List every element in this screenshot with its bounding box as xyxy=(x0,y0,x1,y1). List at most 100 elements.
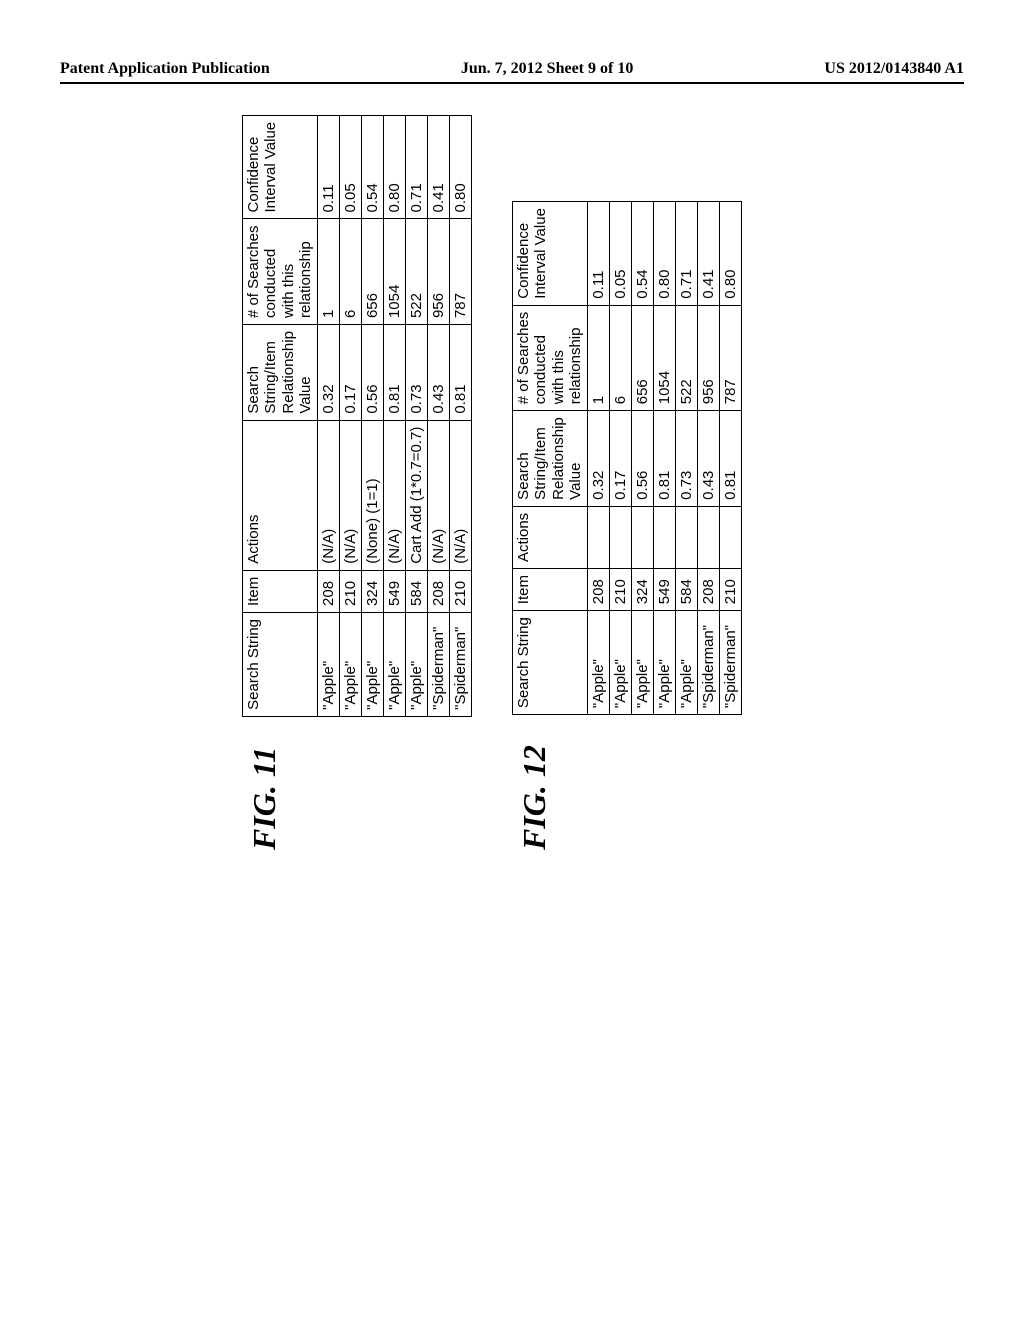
table-cell: 0.80 xyxy=(450,115,472,219)
column-header: Confidence Interval Value xyxy=(513,202,588,306)
table-cell: "Apple" xyxy=(384,612,406,716)
column-header: Search String/Item Relationship Value xyxy=(243,325,318,421)
table-cell: 0.41 xyxy=(698,202,720,306)
table-cell: 656 xyxy=(632,305,654,411)
table-cell: "Apple" xyxy=(318,612,340,716)
table-cell: 0.05 xyxy=(340,115,362,219)
table-row: "Apple"2100.1760.05 xyxy=(610,202,632,715)
table-cell: 0.81 xyxy=(384,325,406,421)
table-row: "Spiderman"2100.817870.80 xyxy=(720,202,742,715)
column-header: Actions xyxy=(513,506,588,568)
table-cell xyxy=(698,506,720,568)
data-table: Search StringItemActionsSearch String/It… xyxy=(512,201,742,715)
table-cell: 956 xyxy=(698,305,720,411)
table-cell xyxy=(720,506,742,568)
table-row: "Apple"324(None) (1=1)0.566560.54 xyxy=(362,115,384,716)
table-cell: 0.54 xyxy=(362,115,384,219)
figure-block: FIG. 12 Search StringItemActionsSearch St… xyxy=(512,0,742,850)
column-header: Search String/Item Relationship Value xyxy=(513,411,588,507)
table-cell: 0.71 xyxy=(676,202,698,306)
header-left: Patent Application Publication xyxy=(60,60,270,78)
table-cell: 787 xyxy=(450,219,472,325)
table-cell: 1 xyxy=(588,305,610,411)
table-cell: 210 xyxy=(450,570,472,612)
table-cell: 0.80 xyxy=(654,202,676,306)
table-cell: "Spiderman" xyxy=(450,612,472,716)
table-cell: "Apple" xyxy=(632,611,654,715)
table-cell: 0.11 xyxy=(318,115,340,219)
table-cell: 0.17 xyxy=(610,411,632,507)
table-cell: 0.81 xyxy=(720,411,742,507)
table-cell: "Apple" xyxy=(676,611,698,715)
column-header: Item xyxy=(243,570,318,612)
table-cell: 787 xyxy=(720,305,742,411)
table-row: "Apple"5840.735220.71 xyxy=(676,202,698,715)
figure-block: FIG. 11Search StringItemActionsSearch St… xyxy=(242,0,472,850)
table-cell: "Apple" xyxy=(654,611,676,715)
column-header: Confidence Interval Value xyxy=(243,115,318,219)
table-cell: 324 xyxy=(632,569,654,611)
table-row: "Spiderman"210(N/A)0.817870.80 xyxy=(450,115,472,716)
table-cell: 0.32 xyxy=(318,325,340,421)
table-cell: (N/A) xyxy=(318,420,340,570)
table-cell: 0.41 xyxy=(428,115,450,219)
table-row: "Apple"208(N/A)0.3210.11 xyxy=(318,115,340,716)
table-cell: 0.56 xyxy=(362,325,384,421)
table-cell: 0.17 xyxy=(340,325,362,421)
table-cell: (N/A) xyxy=(428,420,450,570)
table-cell: 0.56 xyxy=(632,411,654,507)
table-row: "Spiderman"208(N/A)0.439560.41 xyxy=(428,115,450,716)
table-cell: 208 xyxy=(428,570,450,612)
table-row: "Spiderman"208 0.439560.41 xyxy=(698,202,720,715)
table-cell: 0.80 xyxy=(384,115,406,219)
figure-label: FIG. 11 xyxy=(242,747,283,850)
table-cell: "Apple" xyxy=(362,612,384,716)
table-cell xyxy=(676,506,698,568)
table-cell: 0.32 xyxy=(588,411,610,507)
table-cell: 0.73 xyxy=(676,411,698,507)
table-cell xyxy=(588,506,610,568)
table-row: "Apple"210(N/A)0.1760.05 xyxy=(340,115,362,716)
table-cell xyxy=(654,506,676,568)
table-cell: 1054 xyxy=(384,219,406,325)
column-header: Search String xyxy=(513,611,588,715)
table-cell: 549 xyxy=(654,569,676,611)
table-cell: 1 xyxy=(318,219,340,325)
table-row: "Apple"3240.566560.54 xyxy=(632,202,654,715)
table-cell: 6 xyxy=(610,305,632,411)
table-cell: 0.43 xyxy=(428,325,450,421)
table-cell: 6 xyxy=(340,219,362,325)
table-row: "Apple"584Cart Add (1*0.7=0.7)0.735220.7… xyxy=(406,115,428,716)
table-cell: "Spiderman" xyxy=(428,612,450,716)
table-cell: "Spiderman" xyxy=(698,611,720,715)
table-cell: 324 xyxy=(362,570,384,612)
table-cell: 210 xyxy=(720,569,742,611)
table-cell: (None) (1=1) xyxy=(362,420,384,570)
table-cell: "Spiderman" xyxy=(720,611,742,715)
column-header: Item xyxy=(513,569,588,611)
figure-label: FIG. 12 xyxy=(512,745,553,850)
table-cell: 0.71 xyxy=(406,115,428,219)
table-cell: 0.81 xyxy=(450,325,472,421)
table-cell: 208 xyxy=(698,569,720,611)
table-cell: 208 xyxy=(588,569,610,611)
column-header: # of Searches conducted with this relati… xyxy=(513,305,588,411)
table-cell: Cart Add (1*0.7=0.7) xyxy=(406,420,428,570)
table-cell: 0.43 xyxy=(698,411,720,507)
table-cell: 0.11 xyxy=(588,202,610,306)
table-cell: "Apple" xyxy=(588,611,610,715)
table-cell: (N/A) xyxy=(384,420,406,570)
table-cell: 522 xyxy=(406,219,428,325)
table-cell: "Apple" xyxy=(406,612,428,716)
table-cell: 210 xyxy=(610,569,632,611)
header-right: US 2012/0143840 A1 xyxy=(824,60,964,78)
table-cell: 656 xyxy=(362,219,384,325)
table-cell: 0.05 xyxy=(610,202,632,306)
table-cell: 584 xyxy=(676,569,698,611)
table-row: "Apple"5490.8110540.80 xyxy=(654,202,676,715)
table-cell: (N/A) xyxy=(450,420,472,570)
table-cell: 0.73 xyxy=(406,325,428,421)
table-cell: 1054 xyxy=(654,305,676,411)
table-cell: (N/A) xyxy=(340,420,362,570)
table-cell xyxy=(610,506,632,568)
